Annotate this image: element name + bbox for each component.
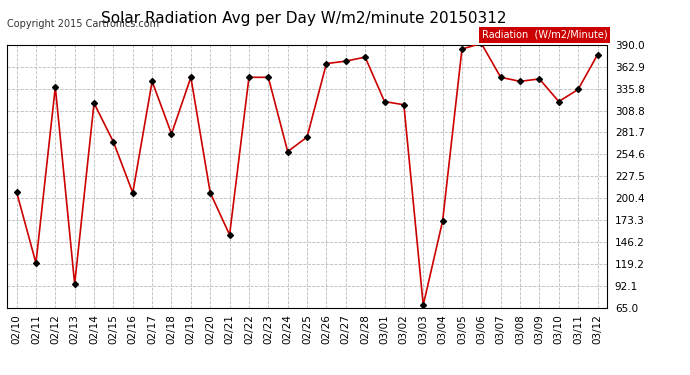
Text: Copyright 2015 Cartronics.com: Copyright 2015 Cartronics.com — [7, 19, 159, 29]
Text: Radiation  (W/m2/Minute): Radiation (W/m2/Minute) — [482, 30, 607, 40]
Text: Solar Radiation Avg per Day W/m2/minute 20150312: Solar Radiation Avg per Day W/m2/minute … — [101, 11, 506, 26]
